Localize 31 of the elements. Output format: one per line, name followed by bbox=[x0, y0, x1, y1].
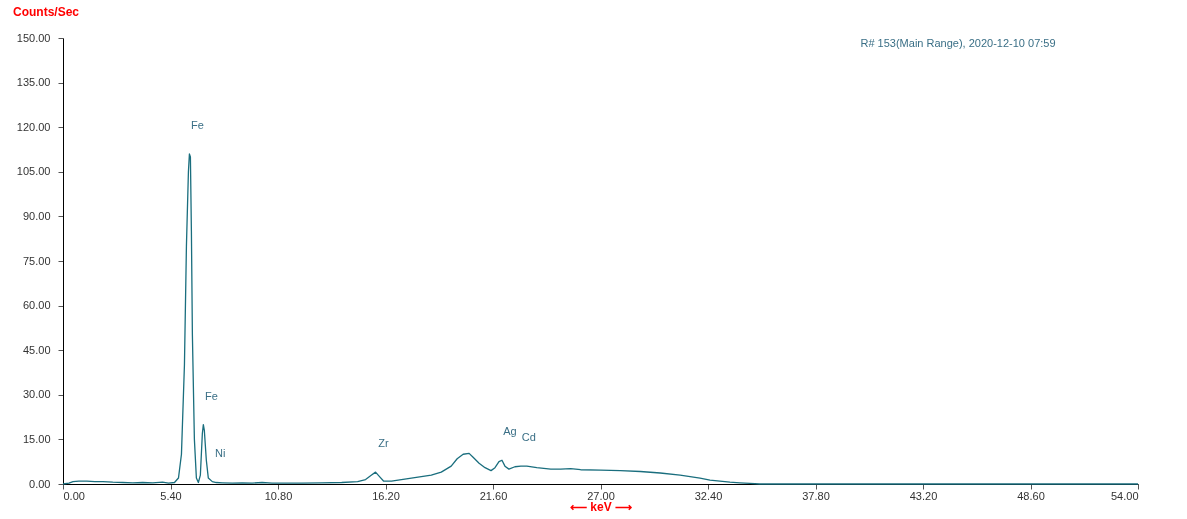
x-tick-label: 27.00 bbox=[587, 489, 615, 502]
x-tick-label: 10.80 bbox=[264, 489, 293, 502]
y-tick-label: 45.00 bbox=[22, 343, 51, 356]
annotation: R# 153(Main Range), 2020-12-10 07:59 bbox=[860, 37, 1056, 49]
y-tick-label: 15.00 bbox=[22, 432, 51, 445]
x-tick-label: 32.40 bbox=[694, 489, 723, 502]
x-tick-label: 43.20 bbox=[909, 489, 938, 502]
annotation: Cd bbox=[521, 431, 536, 444]
y-axis-title: Counts/Sec bbox=[13, 5, 80, 19]
y-tick-label: 0.00 bbox=[29, 477, 51, 490]
x-tick-label: 5.40 bbox=[160, 489, 182, 502]
y-tick-label: 75.00 bbox=[22, 254, 51, 267]
x-axis-title: ⟵ keV ⟶ bbox=[569, 499, 633, 514]
x-tick-label: 16.20 bbox=[372, 489, 400, 502]
x-tick-label: 54.00 bbox=[1110, 489, 1139, 502]
y-tick-label: 60.00 bbox=[22, 299, 51, 312]
x-tick-label: 48.60 bbox=[1017, 489, 1045, 502]
y-tick-label: 105.00 bbox=[16, 165, 51, 178]
x-tick-label: 37.80 bbox=[802, 489, 830, 502]
y-tick-label: 150.00 bbox=[16, 31, 51, 44]
annotation: Fe bbox=[190, 118, 204, 131]
y-tick-label: 90.00 bbox=[22, 209, 51, 222]
annotation: Ni bbox=[215, 446, 226, 459]
y-tick-label: 135.00 bbox=[16, 76, 51, 89]
annotation: Fe bbox=[204, 389, 218, 402]
x-tick-label: 21.60 bbox=[479, 489, 508, 502]
y-tick-label: 120.00 bbox=[16, 120, 51, 133]
x-tick-label: 0.00 bbox=[63, 489, 85, 502]
annotation: Zr bbox=[378, 437, 390, 450]
y-tick-label: 30.00 bbox=[22, 388, 51, 401]
annotation: Ag bbox=[503, 425, 517, 438]
